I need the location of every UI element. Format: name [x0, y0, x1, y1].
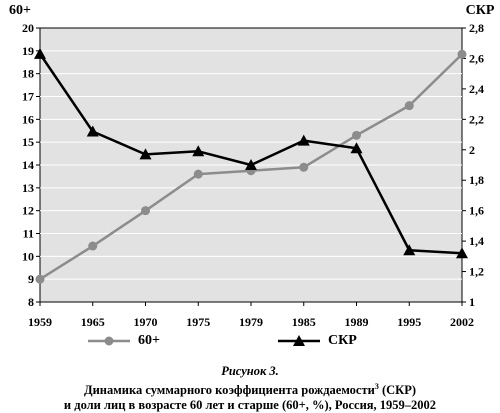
right-tick-label: 1,6 [469, 204, 484, 218]
data-point-skr [403, 244, 416, 256]
x-tick-label: 1975 [186, 315, 210, 329]
left-tick-label: 10 [22, 249, 34, 263]
legend-swatch-circle-line [88, 336, 130, 346]
right-tick-label: 2,6 [469, 51, 484, 65]
caption-line-1: Динамика суммарного коэффициента рождаем… [0, 379, 500, 398]
left-tick-label: 19 [22, 44, 34, 58]
legend-swatch-triangle-line [278, 335, 320, 346]
data-point-skr [245, 159, 257, 170]
legend-label-60plus: 60+ [138, 333, 160, 348]
legend-label-skr: СКР [328, 333, 357, 348]
data-point-skr [139, 148, 152, 160]
right-tick-label: 2,4 [469, 82, 484, 96]
x-tick-label: 1970 [134, 315, 158, 329]
data-point-skr [34, 47, 46, 59]
right-tick-label: 1 [469, 295, 475, 309]
left-tick-label: 8 [28, 295, 34, 309]
data-point-skr [86, 125, 99, 137]
data-point-skr [350, 142, 363, 154]
left-axis-title: 60+ [9, 3, 31, 18]
right-tick-label: 2,8 [469, 21, 484, 35]
right-tick-label: 2 [469, 143, 475, 157]
data-point-60plus [35, 274, 45, 284]
right-tick-label: 2,2 [469, 112, 484, 126]
x-tick-label: 2002 [450, 315, 474, 329]
left-tick-label: 20 [22, 21, 34, 35]
left-tick-label: 17 [22, 90, 34, 104]
right-axis-title: СКР [466, 3, 495, 18]
legend-item-60plus: 60+ [88, 333, 160, 349]
left-tick-label: 12 [22, 204, 34, 218]
x-tick-label: 1995 [397, 315, 421, 329]
caption-line-2: и доли лиц в возрасте 60 лет и старше (6… [63, 398, 437, 413]
data-point-60plus [299, 162, 309, 172]
caption-line-1-end: (СКР) [378, 383, 416, 398]
data-point-skr [297, 134, 310, 146]
data-point-60plus [457, 49, 467, 59]
data-point-60plus [404, 101, 414, 111]
data-point-60plus [352, 130, 361, 140]
line-chart: 8 9 10 11 12 13 14 15 16 17 18 19 20 1 1,2 1,4 1,6 1,8 2 2,… [9, 3, 495, 329]
left-tick-label: 9 [28, 272, 34, 286]
data-point-skr [456, 247, 468, 259]
x-tick-label: 1959 [28, 315, 52, 329]
left-tick-label: 16 [22, 112, 34, 126]
x-tick-label: 1965 [81, 315, 105, 329]
right-tick-label: 1,4 [469, 234, 484, 248]
left-tick-label: 18 [22, 67, 34, 81]
right-tick-label: 1,2 [469, 265, 484, 279]
right-tick-label: 1,8 [469, 173, 484, 187]
x-tick-label: 1985 [292, 315, 316, 329]
x-tick-label: 1989 [345, 315, 369, 329]
figure-caption: Рисунок 3. Динамика суммарного коэффицие… [0, 364, 500, 413]
caption-line-1-text: Динамика суммарного коэффициента рождаем… [83, 383, 375, 398]
data-point-skr [192, 145, 205, 157]
footnote-mark: 3 [374, 382, 379, 391]
legend: 60+ СКР [78, 333, 438, 357]
data-point-60plus [193, 169, 203, 179]
left-tick-label: 11 [23, 227, 34, 241]
data-point-60plus [141, 206, 150, 216]
data-point-60plus [88, 241, 98, 251]
x-tick-label: 1979 [239, 315, 263, 329]
left-tick-label: 13 [22, 181, 34, 195]
left-tick-label: 14 [22, 158, 34, 172]
figure-number: Рисунок 3. [221, 364, 279, 378]
left-tick-label: 15 [22, 135, 34, 149]
legend-item-skr: СКР [278, 333, 357, 349]
